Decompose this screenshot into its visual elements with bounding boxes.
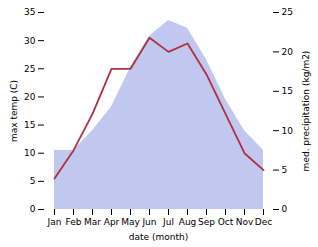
svg-text:Dec: Dec — [255, 217, 272, 227]
svg-text:Mar: Mar — [84, 217, 101, 227]
svg-text:Oct: Oct — [218, 217, 234, 227]
svg-text:May: May — [121, 217, 140, 227]
svg-text:20: 20 — [24, 92, 36, 102]
svg-text:date (month): date (month) — [129, 232, 188, 242]
svg-text:5: 5 — [282, 165, 288, 175]
svg-text:Feb: Feb — [66, 217, 82, 227]
svg-text:25: 25 — [24, 64, 35, 74]
svg-text:35: 35 — [24, 7, 35, 17]
svg-text:20: 20 — [282, 47, 294, 57]
svg-text:0: 0 — [282, 204, 288, 214]
svg-text:Jan: Jan — [47, 217, 62, 227]
svg-text:10: 10 — [282, 126, 294, 136]
svg-text:Nov: Nov — [236, 217, 254, 227]
svg-text:Jul: Jul — [162, 217, 174, 227]
svg-text:med. precipitation (kg/m2): med. precipitation (kg/m2) — [301, 51, 311, 172]
svg-text:25: 25 — [282, 7, 293, 17]
svg-text:Apr: Apr — [104, 217, 120, 227]
svg-text:15: 15 — [282, 86, 293, 96]
svg-text:30: 30 — [24, 36, 36, 46]
svg-text:Jun: Jun — [141, 217, 156, 227]
svg-text:Sep: Sep — [198, 217, 215, 227]
svg-text:10: 10 — [24, 148, 36, 158]
svg-text:15: 15 — [24, 120, 35, 130]
svg-text:0: 0 — [30, 204, 36, 214]
svg-text:max temp (C): max temp (C) — [9, 80, 19, 142]
svg-text:5: 5 — [30, 176, 36, 186]
svg-text:Aug: Aug — [179, 217, 197, 227]
